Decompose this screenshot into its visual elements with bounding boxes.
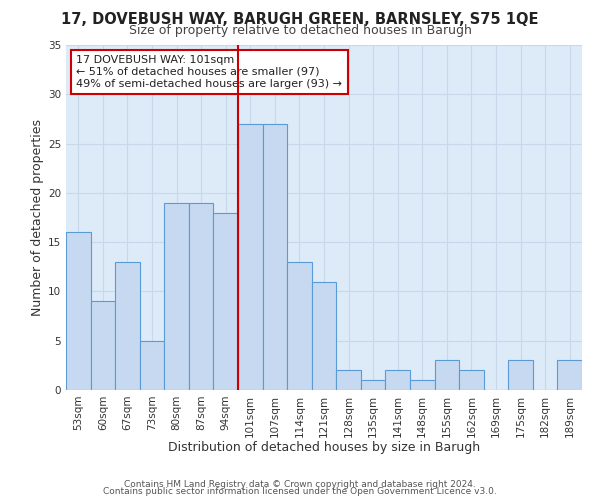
Bar — [410, 380, 434, 390]
Text: Contains HM Land Registry data © Crown copyright and database right 2024.: Contains HM Land Registry data © Crown c… — [124, 480, 476, 489]
Bar — [434, 360, 459, 390]
Bar — [385, 370, 410, 390]
Bar — [459, 370, 484, 390]
Bar — [238, 124, 263, 390]
Bar — [214, 212, 238, 390]
Bar — [312, 282, 336, 390]
Bar — [336, 370, 361, 390]
Bar — [557, 360, 582, 390]
Bar — [361, 380, 385, 390]
Text: 17, DOVEBUSH WAY, BARUGH GREEN, BARNSLEY, S75 1QE: 17, DOVEBUSH WAY, BARUGH GREEN, BARNSLEY… — [61, 12, 539, 28]
Bar — [115, 262, 140, 390]
Bar — [140, 340, 164, 390]
Bar — [164, 202, 189, 390]
Bar — [508, 360, 533, 390]
Bar — [263, 124, 287, 390]
Text: Size of property relative to detached houses in Barugh: Size of property relative to detached ho… — [128, 24, 472, 37]
Bar — [287, 262, 312, 390]
Bar — [66, 232, 91, 390]
Bar — [189, 202, 214, 390]
Bar — [91, 302, 115, 390]
Text: 17 DOVEBUSH WAY: 101sqm
← 51% of detached houses are smaller (97)
49% of semi-de: 17 DOVEBUSH WAY: 101sqm ← 51% of detache… — [76, 56, 343, 88]
X-axis label: Distribution of detached houses by size in Barugh: Distribution of detached houses by size … — [168, 441, 480, 454]
Text: Contains public sector information licensed under the Open Government Licence v3: Contains public sector information licen… — [103, 488, 497, 496]
Y-axis label: Number of detached properties: Number of detached properties — [31, 119, 44, 316]
